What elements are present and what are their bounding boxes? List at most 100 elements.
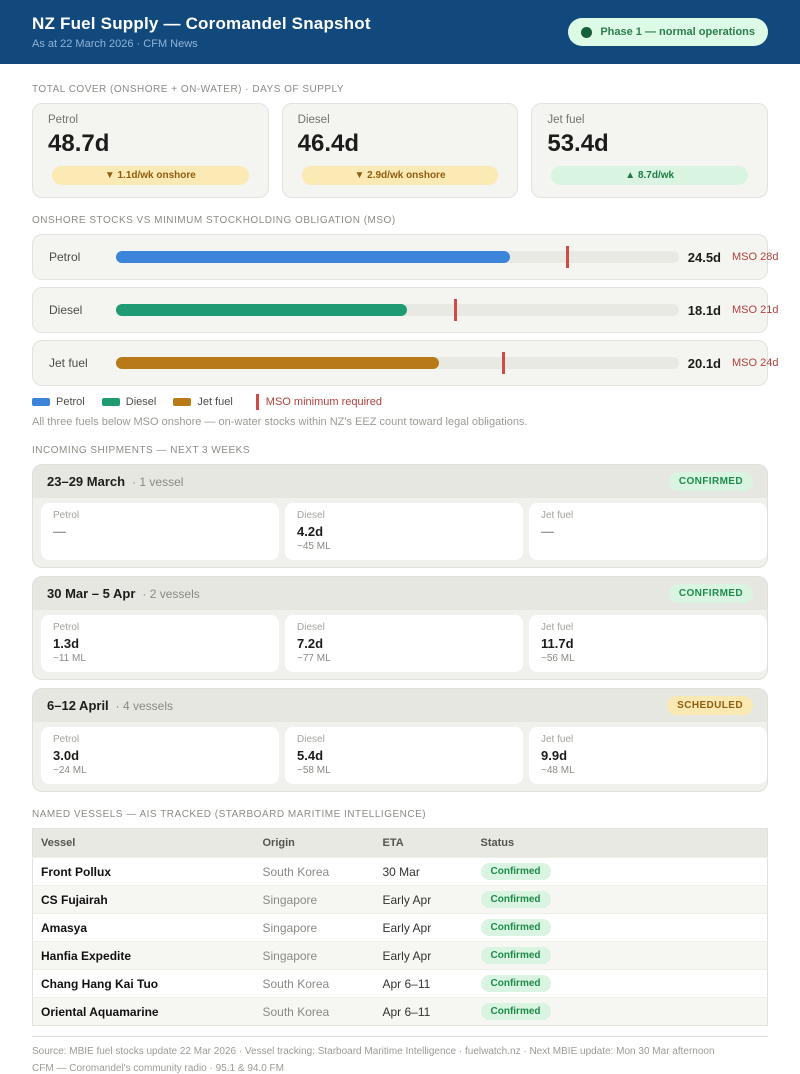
cell-fuel-label: Jet fuel bbox=[541, 734, 574, 745]
mso-days-value: 18.1d bbox=[687, 302, 721, 318]
section-label-total-cover: TOTAL COVER (ONSHORE + ON-WATER) · DAYS … bbox=[32, 84, 345, 95]
cell-volume: ~77 ML bbox=[297, 653, 331, 664]
legend-label: Petrol bbox=[56, 396, 85, 408]
cover-days-value: 53.4d bbox=[547, 130, 609, 157]
jet-fuel-swatch-icon bbox=[173, 398, 192, 406]
vessel-status-cell: Confirmed bbox=[472, 941, 768, 970]
cell-fuel-label: Diesel bbox=[297, 734, 325, 745]
section-label-shipments: INCOMING SHIPMENTS — NEXT 3 WEEKS bbox=[32, 445, 251, 456]
vessel-eta: Early Apr bbox=[374, 885, 473, 914]
vessel-status-badge: Confirmed bbox=[480, 975, 551, 992]
cell-volume: ~11 ML bbox=[53, 653, 86, 664]
phase-status-label: Phase 1 — normal operations bbox=[600, 26, 755, 38]
vessel-eta: Apr 6–11 bbox=[374, 997, 473, 1026]
main-content: TOTAL COVER (ONSHORE + ON-WATER) · DAYS … bbox=[0, 84, 800, 1074]
cover-card-diesel: Diesel 46.4d ▼ 2.9d/wk onshore bbox=[281, 103, 519, 198]
cell-days-value: 4.2d bbox=[297, 524, 324, 539]
mso-bar-fill bbox=[116, 357, 440, 369]
shipment-cell-diesel: Diesel 7.2d ~77 ML bbox=[285, 615, 523, 672]
cell-volume: ~24 ML bbox=[53, 765, 87, 776]
header-text-group: NZ Fuel Supply — Coromandel Snapshot As … bbox=[32, 14, 371, 50]
vessel-eta: Apr 6–11 bbox=[374, 969, 473, 998]
mso-requirement-label: MSO 21d bbox=[732, 304, 779, 316]
status-dot-icon bbox=[581, 26, 593, 38]
mso-requirement-label: MSO 24d bbox=[732, 357, 779, 369]
mso-days-value: 24.5d bbox=[687, 249, 721, 265]
week-status-badge: CONFIRMED bbox=[668, 584, 753, 603]
vessel-name: Oriental Aquamarine bbox=[32, 997, 255, 1026]
section-label-vessels: NAMED VESSELS — AIS TRACKED (STARBOARD M… bbox=[32, 809, 427, 820]
legend-label: Jet fuel bbox=[197, 396, 233, 408]
week-range: 6–12 April bbox=[47, 698, 109, 713]
shipment-week-1: 23–29 March · 1 vessel CONFIRMED Petrol … bbox=[32, 464, 768, 568]
vessel-origin: South Korea bbox=[254, 997, 375, 1026]
diesel-swatch-icon bbox=[101, 398, 120, 406]
vessel-name: CS Fujairah bbox=[32, 885, 255, 914]
shipment-cell-diesel: Diesel 5.4d ~58 ML bbox=[285, 727, 523, 784]
legend-mso-label: MSO minimum required bbox=[265, 396, 382, 408]
cover-fuel-label: Diesel bbox=[297, 114, 330, 126]
vessel-name: Front Pollux bbox=[32, 857, 255, 886]
cell-fuel-label: Petrol bbox=[53, 622, 80, 633]
vessel-status-cell: Confirmed bbox=[472, 969, 768, 998]
shipment-cell-jet-fuel: Jet fuel 11.7d ~56 ML bbox=[529, 615, 767, 672]
cell-days-value: 3.0d bbox=[53, 748, 80, 763]
vessel-origin: Singapore bbox=[254, 941, 375, 970]
footer-source-line: Source: MBIE fuel stocks update 22 Mar 2… bbox=[32, 1046, 715, 1057]
mso-bar-track bbox=[116, 352, 679, 374]
cell-fuel-label: Jet fuel bbox=[541, 510, 574, 521]
shipment-week-2: 30 Mar – 5 Apr · 2 vessels CONFIRMED Pet… bbox=[32, 576, 768, 680]
cell-days-value: 9.9d bbox=[541, 748, 568, 763]
vessel-name: Chang Hang Kai Tuo bbox=[32, 969, 255, 998]
mso-row-diesel: Diesel 18.1d MSO 21d bbox=[32, 287, 778, 333]
week-range: 23–29 March bbox=[47, 474, 126, 489]
shipment-cell-diesel: Diesel 4.2d ~45 ML bbox=[285, 503, 523, 560]
vessel-origin: South Korea bbox=[254, 969, 375, 998]
cover-days-value: 48.7d bbox=[48, 130, 110, 157]
page-subtitle: As at 22 March 2026 · CFM News bbox=[32, 38, 198, 50]
petrol-swatch-icon bbox=[32, 398, 50, 406]
legend-label: Diesel bbox=[125, 396, 157, 408]
cell-volume bbox=[541, 541, 755, 553]
cell-volume: ~48 ML bbox=[541, 765, 575, 776]
cell-days-value: — bbox=[53, 524, 66, 539]
cell-fuel-label: Diesel bbox=[297, 510, 325, 521]
table-row: CS Fujairah Singapore Early Apr Confirme… bbox=[32, 885, 768, 914]
vessel-status-badge: Confirmed bbox=[480, 863, 551, 880]
mso-days-value: 20.1d bbox=[687, 355, 721, 371]
cell-volume: ~45 ML bbox=[297, 541, 331, 552]
cover-delta-badge: ▼ 1.1d/wk onshore bbox=[52, 166, 249, 185]
mso-legend: Petrol Diesel Jet fuel MSO minimum requi… bbox=[32, 394, 768, 410]
shipment-week-3: 6–12 April · 4 vessels SCHEDULED Petrol … bbox=[32, 688, 768, 792]
shipment-week-header: 30 Mar – 5 Apr · 2 vessels CONFIRMED bbox=[33, 577, 767, 610]
vessel-count: · 1 vessel bbox=[132, 474, 184, 489]
vessel-count: · 2 vessels bbox=[142, 586, 200, 601]
col-header-vessel: Vessel bbox=[32, 828, 255, 858]
cell-days-value: 5.4d bbox=[297, 748, 324, 763]
cover-card-jet-fuel: Jet fuel 53.4d ▲ 8.7d/wk bbox=[531, 103, 769, 198]
cell-volume: ~58 ML bbox=[297, 765, 331, 776]
vessel-status-cell: Confirmed bbox=[472, 997, 768, 1026]
cell-volume: ~56 ML bbox=[541, 653, 575, 664]
vessel-name: Hanfia Expedite bbox=[32, 941, 255, 970]
shipment-cell-jet-fuel: Jet fuel — bbox=[529, 503, 767, 560]
table-row: Chang Hang Kai Tuo South Korea Apr 6–11 … bbox=[32, 969, 768, 998]
cell-fuel-label: Petrol bbox=[53, 734, 80, 745]
cell-days-value: 1.3d bbox=[53, 636, 80, 651]
vessel-origin: Singapore bbox=[254, 913, 375, 942]
vessel-status-cell: Confirmed bbox=[472, 857, 768, 886]
vessel-eta: Early Apr bbox=[374, 913, 473, 942]
shipment-week-body: Petrol 1.3d ~11 ML Diesel 7.2d ~77 ML Je… bbox=[33, 610, 767, 679]
page-footer: Source: MBIE fuel stocks update 22 Mar 2… bbox=[32, 1036, 768, 1074]
legend-item-petrol: Petrol bbox=[32, 396, 85, 408]
vessels-table: Vessel Origin ETA Status Front Pollux So… bbox=[32, 828, 768, 1026]
cell-fuel-label: Diesel bbox=[297, 622, 325, 633]
shipment-week-header: 23–29 March · 1 vessel CONFIRMED bbox=[33, 465, 767, 498]
legend-item-mso-minimum: MSO minimum required bbox=[255, 394, 382, 410]
mso-fuel-label: Jet fuel bbox=[49, 356, 88, 370]
vessel-status-badge: Confirmed bbox=[480, 947, 551, 964]
shipment-cell-petrol: Petrol 1.3d ~11 ML bbox=[41, 615, 279, 672]
page-title: NZ Fuel Supply — Coromandel Snapshot bbox=[32, 14, 371, 33]
vessel-status-badge: Confirmed bbox=[480, 919, 551, 936]
table-header-row: Vessel Origin ETA Status bbox=[32, 828, 768, 858]
